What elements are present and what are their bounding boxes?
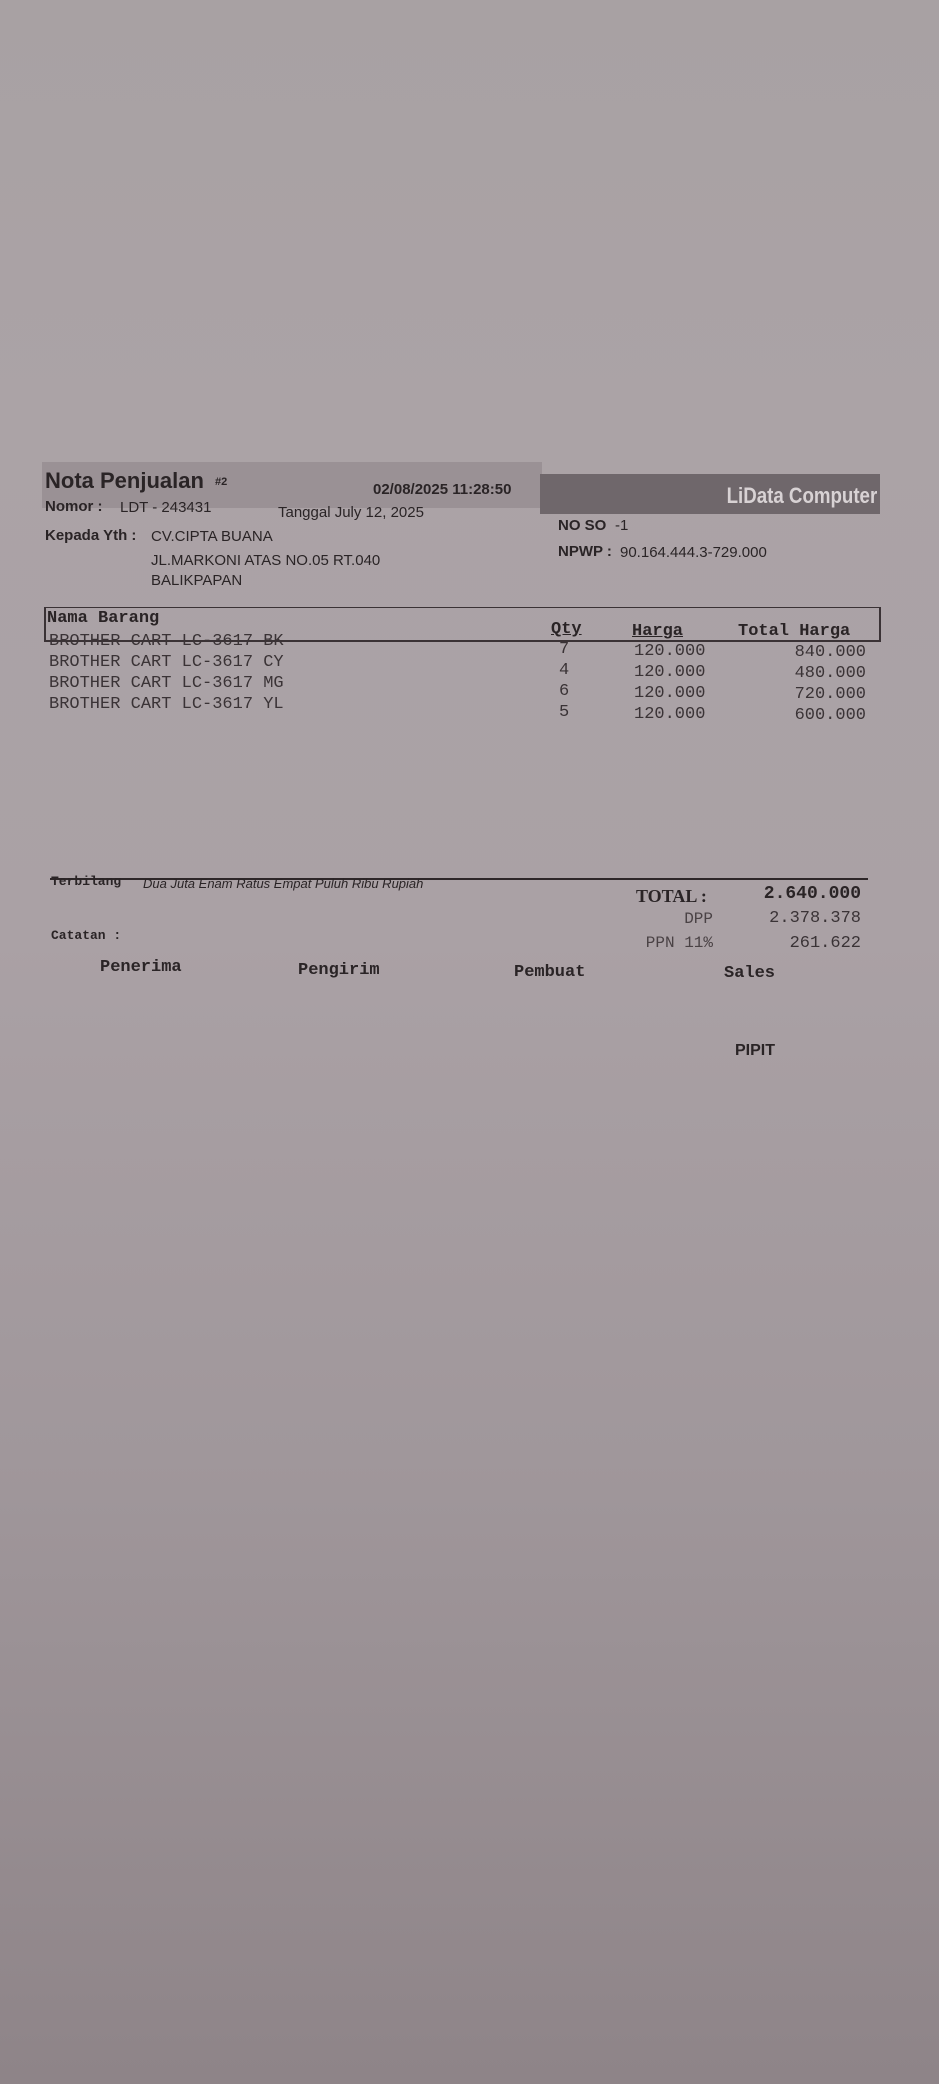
brand-band: [540, 474, 880, 514]
customer-address-line1: JL.MARKONI ATAS NO.05 RT.040: [151, 552, 381, 569]
nomor-value: LDT - 243431: [120, 499, 212, 516]
dpp-label: DPP: [684, 910, 713, 928]
tanggal: Tanggal July 12, 2025: [278, 504, 424, 521]
item-qty: 4: [559, 661, 570, 680]
ppn-label: PPN 11%: [645, 934, 713, 952]
copy-number: #2: [215, 476, 228, 488]
item-total: 600.000: [794, 706, 866, 725]
item-harga: 120.000: [634, 705, 706, 724]
npwp-value: 90.164.444.3-729.000: [620, 544, 767, 561]
table-header-box: [44, 607, 881, 642]
item-name: BROTHER CART LC-3617 MG: [49, 674, 284, 693]
sales-name: PIPIT: [735, 1042, 776, 1059]
catatan-label: Catatan :: [51, 928, 122, 943]
item-harga: 120.000: [634, 684, 706, 703]
customer-name: CV.CIPTA BUANA: [151, 528, 273, 545]
terbilang-label: Terbilang: [51, 874, 122, 889]
column-header-total: Total Harga: [738, 622, 851, 641]
item-total: 720.000: [794, 685, 866, 704]
item-harga: 120.000: [634, 642, 706, 661]
column-header-harga: Harga: [632, 622, 684, 641]
signature-penerima: Penerima: [100, 958, 182, 977]
no-so-label: NO SO: [558, 517, 607, 534]
item-total: 480.000: [794, 664, 866, 683]
header-band: [42, 462, 542, 508]
nomor-label: Nomor :: [45, 498, 103, 515]
terbilang-value: Dua Juta Enam Ratus Empat Puluh Ribu Rup…: [143, 876, 424, 891]
item-total: 840.000: [794, 643, 866, 662]
kepada-label: Kepada Yth :: [45, 527, 137, 544]
signature-pembuat: Pembuat: [514, 963, 586, 982]
customer-address-line2: BALIKPAPAN: [151, 572, 243, 589]
ppn-value: 261.622: [789, 934, 861, 953]
document-title: Nota Penjualan: [45, 468, 204, 493]
total-value: 2.640.000: [763, 884, 861, 904]
brand-logo: LiData Computer: [726, 483, 877, 508]
item-qty: 7: [559, 640, 570, 659]
item-qty: 6: [559, 682, 570, 701]
dpp-value: 2.378.378: [769, 909, 861, 928]
signature-pengirim: Pengirim: [298, 961, 380, 980]
total-label: TOTAL :: [636, 886, 707, 906]
item-qty: 5: [559, 703, 570, 722]
signature-sales: Sales: [724, 964, 776, 983]
column-header-name: Nama Barang: [47, 609, 160, 628]
item-harga: 120.000: [634, 663, 706, 682]
no-so-value: -1: [615, 517, 629, 534]
footer-divider: [50, 878, 868, 880]
item-name: BROTHER CART LC-3617 YL: [49, 695, 284, 714]
item-name: BROTHER CART LC-3617 CY: [49, 653, 284, 672]
column-header-qty: Qty: [551, 620, 582, 639]
item-name: BROTHER CART LC-3617 BK: [49, 632, 284, 651]
npwp-label: NPWP :: [558, 543, 612, 560]
printed-datetime: 02/08/2025 11:28:50: [373, 481, 512, 498]
